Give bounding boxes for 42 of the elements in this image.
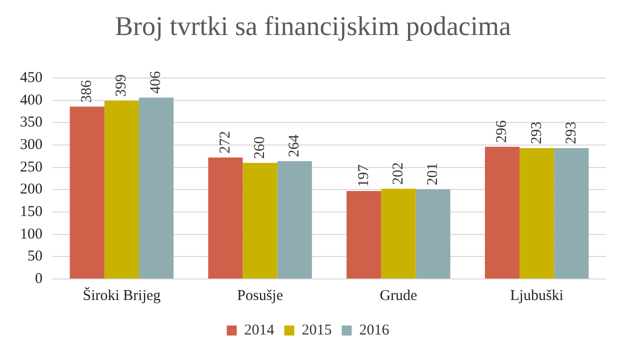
x-tick-label: Široki Brijeg bbox=[82, 286, 162, 304]
x-tick-label: Posušje bbox=[237, 288, 284, 304]
bar bbox=[520, 148, 554, 278]
data-label: 296 bbox=[494, 120, 510, 143]
bar bbox=[277, 161, 312, 278]
data-label: 272 bbox=[217, 131, 234, 154]
bar bbox=[346, 191, 382, 278]
bar bbox=[208, 158, 243, 278]
bar bbox=[554, 148, 589, 278]
x-tick-label: Ljubuški bbox=[510, 288, 564, 304]
data-label: 293 bbox=[563, 122, 580, 144]
data-label: 399 bbox=[114, 74, 130, 97]
x-tick-label: Grude bbox=[380, 288, 418, 304]
bar bbox=[104, 100, 139, 278]
bar bbox=[138, 98, 174, 278]
bar bbox=[242, 162, 278, 278]
data-label: 260 bbox=[252, 136, 268, 159]
y-tick-label: 100 bbox=[20, 226, 42, 242]
y-tick-label: 400 bbox=[20, 92, 42, 108]
data-label: 197 bbox=[356, 164, 372, 188]
legend-label: 2014 bbox=[244, 322, 275, 338]
y-tick-label: 0 bbox=[35, 270, 42, 287]
y-tick-label: 200 bbox=[20, 182, 42, 198]
bar bbox=[484, 146, 520, 278]
data-label: 201 bbox=[424, 162, 441, 186]
bar bbox=[70, 106, 104, 278]
y-tick-label: 50 bbox=[28, 248, 42, 265]
bar bbox=[381, 188, 416, 278]
y-tick-label: 350 bbox=[20, 114, 42, 131]
data-label: 293 bbox=[528, 122, 545, 144]
bar bbox=[416, 189, 450, 278]
legend-label: 2016 bbox=[359, 322, 390, 338]
legend-label: 2015 bbox=[302, 322, 332, 338]
data-label: 406 bbox=[148, 70, 164, 94]
data-label: 202 bbox=[390, 162, 406, 185]
y-tick-label: 300 bbox=[20, 136, 42, 153]
data-label: 264 bbox=[286, 134, 303, 158]
y-tick-label: 450 bbox=[20, 70, 42, 86]
chart-title: Broj tvrtki sa financijskim podacima bbox=[114, 10, 512, 43]
y-tick-label: 250 bbox=[20, 159, 42, 176]
data-label: 386 bbox=[79, 80, 96, 103]
y-tick-label: 150 bbox=[20, 204, 42, 220]
